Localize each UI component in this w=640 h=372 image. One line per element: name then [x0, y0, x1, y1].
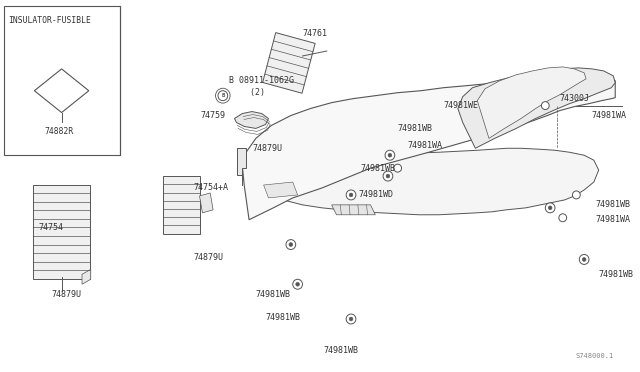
Circle shape — [383, 171, 393, 181]
Text: INSULATOR-FUSIBLE: INSULATOR-FUSIBLE — [8, 16, 91, 25]
Text: B: B — [221, 93, 225, 98]
Polygon shape — [33, 185, 90, 279]
Polygon shape — [264, 182, 298, 198]
Text: S748000.1: S748000.1 — [575, 353, 613, 359]
Circle shape — [579, 254, 589, 264]
Polygon shape — [243, 71, 615, 220]
Circle shape — [385, 150, 395, 160]
Text: 74981WB: 74981WB — [324, 346, 359, 355]
Text: 74981WA: 74981WA — [592, 111, 627, 120]
Polygon shape — [234, 112, 269, 128]
Text: (2): (2) — [240, 88, 266, 97]
Text: 74981WA: 74981WA — [596, 215, 631, 224]
Circle shape — [388, 153, 392, 157]
Circle shape — [582, 257, 586, 262]
Text: 74754: 74754 — [38, 223, 63, 232]
Text: 74981WE: 74981WE — [444, 101, 478, 110]
Circle shape — [218, 91, 228, 101]
Circle shape — [292, 279, 303, 289]
Circle shape — [545, 203, 555, 213]
Text: 74879U: 74879U — [252, 144, 282, 153]
Text: 74981WB: 74981WB — [361, 164, 396, 173]
Polygon shape — [262, 33, 315, 93]
Circle shape — [349, 317, 353, 321]
Polygon shape — [332, 205, 375, 215]
Polygon shape — [237, 148, 246, 175]
Text: 74981WB: 74981WB — [256, 290, 291, 299]
Text: 74981WB: 74981WB — [266, 312, 301, 321]
Polygon shape — [249, 148, 598, 215]
Text: 74981WD: 74981WD — [359, 190, 394, 199]
Text: 74981WB: 74981WB — [596, 201, 631, 209]
Bar — [4, 6, 120, 155]
Text: 74981WB: 74981WB — [397, 124, 433, 133]
Polygon shape — [458, 68, 615, 148]
Text: 74300J: 74300J — [560, 94, 590, 103]
Text: 74981WB: 74981WB — [598, 270, 634, 279]
Text: B 08911-1062G: B 08911-1062G — [228, 76, 294, 85]
Circle shape — [386, 174, 390, 178]
Circle shape — [349, 193, 353, 197]
Text: 74882R: 74882R — [44, 127, 74, 137]
Circle shape — [548, 206, 552, 210]
Text: 74879U: 74879U — [194, 253, 224, 262]
Polygon shape — [163, 176, 200, 234]
Circle shape — [289, 243, 292, 246]
Circle shape — [296, 282, 300, 286]
Text: 74879U: 74879U — [52, 290, 82, 299]
Circle shape — [286, 240, 296, 250]
Polygon shape — [477, 67, 586, 138]
Text: 74761: 74761 — [303, 29, 328, 38]
Circle shape — [573, 191, 580, 199]
Polygon shape — [200, 193, 213, 213]
Circle shape — [559, 214, 566, 222]
Text: 74754+A: 74754+A — [194, 183, 228, 192]
Circle shape — [346, 314, 356, 324]
Polygon shape — [82, 269, 91, 284]
Text: 74759: 74759 — [200, 111, 225, 120]
Text: 74981WA: 74981WA — [408, 141, 442, 150]
Circle shape — [394, 164, 401, 172]
Circle shape — [541, 102, 549, 110]
Circle shape — [346, 190, 356, 200]
